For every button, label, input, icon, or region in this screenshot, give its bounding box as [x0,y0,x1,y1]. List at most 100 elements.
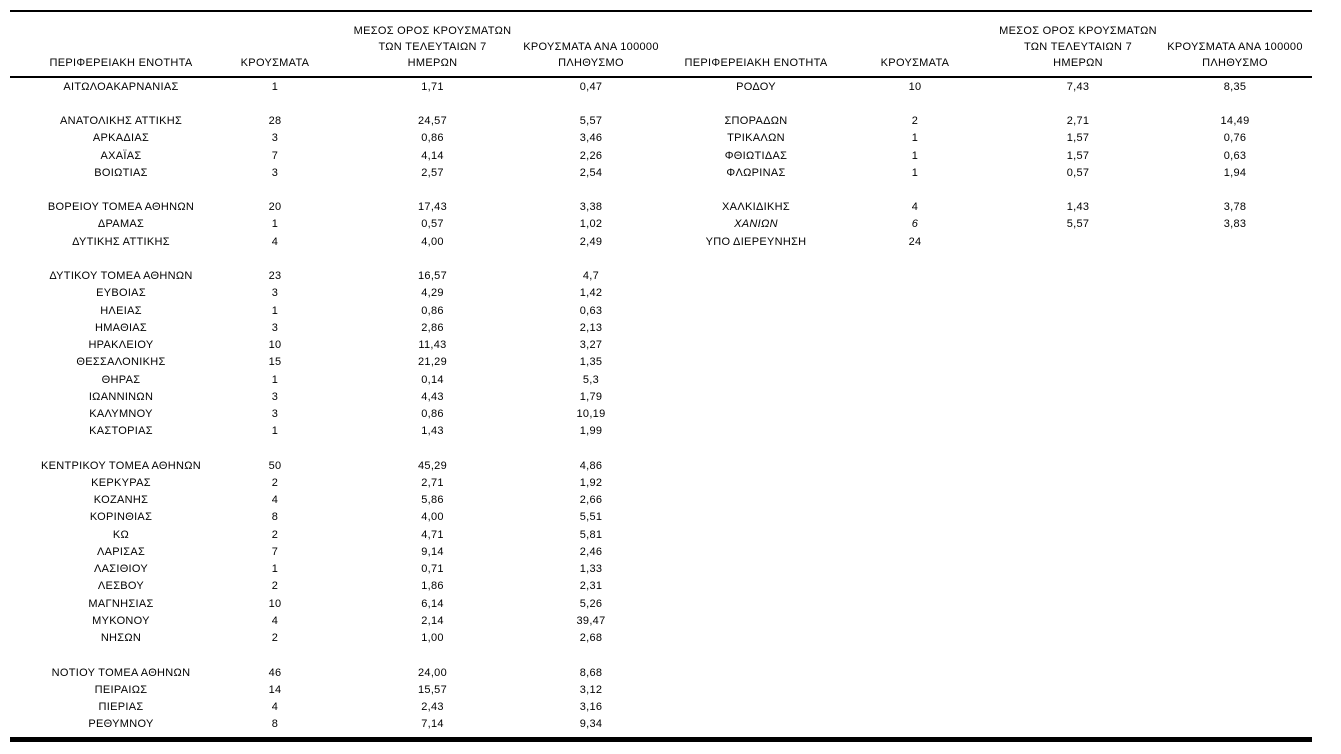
per100k-cell-right [1203,578,1267,595]
header-region-right-label: ΠΕΡΙΦΕΡΕΙΑΚΗ ΕΝΟΤΗΤΑ [684,57,828,69]
per100k-cell-left: 1,99 [579,425,603,438]
avg7-cell-left: 2,43 [421,701,444,714]
avg7-cell-right [953,250,1203,267]
region-cell-right [635,716,877,733]
avg7-cell-left: 0,86 [421,408,444,421]
region-cell-left: ΜΥΚΟΝΟΥ [92,614,150,627]
per100k-cell-left: 5,57 [579,115,603,128]
cases-cell-left: 7 [271,545,279,558]
region-cell-right [635,630,877,647]
per100k-cell-right [1203,492,1267,509]
region-cell-left: ΘΗΡΑΣ [101,373,141,386]
avg7-cell-right [953,509,1203,526]
avg7-cell-left: 1,71 [421,80,444,93]
region-cell-left: ΙΩΑΝΝΙΝΩΝ [88,390,154,403]
per100k-cell-right [1203,354,1267,371]
per100k-cell-right [1203,526,1267,543]
region-cell-left: ΚΟΡΙΝΘΙΑΣ [89,511,153,524]
avg7-cell-left: 11,43 [418,339,447,352]
region-cell-right [635,526,877,543]
per100k-cell-right [1203,630,1267,647]
avg7-cell-right: 1,43 [1066,201,1090,214]
avg7-cell-right [953,371,1203,388]
region-cell-left: ΚΑΛΥΜΝΟΥ [89,408,153,421]
region-cell-right: ΥΠΟ ΔΙΕΡΕΥΝΗΣΗ [705,235,807,248]
cases-cell-right [877,423,953,440]
avg7-cell-right [953,181,1203,198]
region-cell-left: ΝΗΣΩΝ [100,632,142,645]
cases-cell-left [232,440,318,457]
per100k-cell-left: 9,34 [579,718,603,731]
cases-cell-left: 4 [271,235,279,248]
header-avg7-left-line3: ΗΜΕΡΩΝ [407,57,458,69]
per100k-cell-left: 3,38 [579,201,603,214]
per100k-cell-right: 0,76 [1223,132,1247,145]
region-cell-right: ΧΑΛΚΙΔΙΚΗΣ [722,201,790,214]
per100k-cell-left: 2,31 [579,580,603,593]
avg7-cell-left: 1,86 [421,580,444,593]
per100k-cell-left: 1,33 [579,563,603,576]
cases-cell-left [232,250,318,267]
avg7-cell-left: 1,43 [421,425,444,438]
header-region-left: ΠΕΡΙΦΕΡΕΙΑΚΗ ΕΝΟΤΗΤΑ [10,12,232,74]
avg7-cell-right [953,302,1203,319]
region-cell-right: ΣΠΟΡΑΔΩΝ [724,115,788,128]
avg7-cell-right [953,578,1203,595]
cases-cell-left: 1 [271,80,279,93]
cases-cell-right: 24 [908,235,922,248]
cases-cell-right [877,95,953,112]
per100k-cell-left: 1,42 [579,287,603,300]
cases-cell-left: 2 [271,632,279,645]
cases-cell-left: 20 [268,201,282,214]
avg7-cell-left [318,95,547,112]
avg7-cell-right [953,561,1203,578]
avg7-cell-right: 0,57 [1066,166,1090,179]
region-cell-right [635,612,877,629]
cases-cell-right: 4 [911,201,919,214]
cases-cell-right [877,250,953,267]
avg7-cell-right [953,457,1203,474]
per100k-cell-left [547,181,635,198]
avg7-cell-right [953,268,1203,285]
region-cell-left: ΠΙΕΡΙΑΣ [98,701,144,714]
per100k-cell-left: 2,68 [579,632,603,645]
region-cell-left: ΑΙΤΩΛΟΑΚΑΡΝΑΝΙΑΣ [63,80,179,93]
cases-cell-right: 6 [911,218,919,231]
region-cell-left: ΒΟΙΩΤΙΑΣ [94,166,148,179]
cases-cell-right [877,405,953,422]
avg7-cell-right [953,354,1203,371]
per100k-cell-right [1203,302,1267,319]
region-cell-right [635,543,877,560]
table-body: ΑΙΤΩΛΟΑΚΑΡΝΑΝΙΑΣ 1 1,71 0,47 ΡΟΔΟΥ 10 7,43 8,35… [10,78,1267,733]
avg7-cell-left [318,181,547,198]
region-cell-right [635,371,877,388]
per100k-cell-right [1203,95,1267,112]
header-cases-right-label: ΚΡΟΥΣΜΑΤΑ [880,57,950,69]
header-per100k-right-line2: ΠΛΗΘΥΣΜΟ [1202,57,1268,69]
per100k-cell-right [1203,319,1267,336]
avg7-cell-left: 0,57 [421,218,444,231]
region-cell-right [635,181,877,198]
per100k-cell-right [1203,388,1267,405]
cases-cell-left: 3 [271,166,279,179]
per100k-cell-right [1203,371,1267,388]
region-cell-right [635,423,877,440]
header-region-left-label: ΠΕΡΙΦΕΡΕΙΑΚΗ ΕΝΟΤΗΤΑ [49,57,193,69]
cases-cell-right [877,302,953,319]
avg7-cell-right [953,474,1203,491]
region-cell-right [635,474,877,491]
cases-cell-left: 1 [271,218,279,231]
header-avg7-right: ΜΕΣΟΣ ΟΡΟΣ ΚΡΟΥΣΜΑΤΩΝ ΤΩΝ ΤΕΛΕΥΤΑΙΩΝ 7 Η… [953,12,1203,74]
header-cases-right: ΚΡΟΥΣΜΑΤΑ [877,12,953,74]
avg7-cell-left: 2,14 [421,614,444,627]
cases-cell-left: 2 [271,528,279,541]
cases-cell-right [877,337,953,354]
region-cell-right [635,285,877,302]
avg7-cell-left: 16,57 [417,270,448,283]
avg7-cell-right [953,440,1203,457]
avg7-cell-left: 21,29 [417,356,448,369]
cases-cell-left: 4 [271,494,279,507]
avg7-cell-right [953,698,1203,715]
header-avg7-right-line2: ΤΩΝ ΤΕΛΕΥΤΑΙΩΝ 7 [1023,41,1133,53]
cases-cell-right [877,664,953,681]
